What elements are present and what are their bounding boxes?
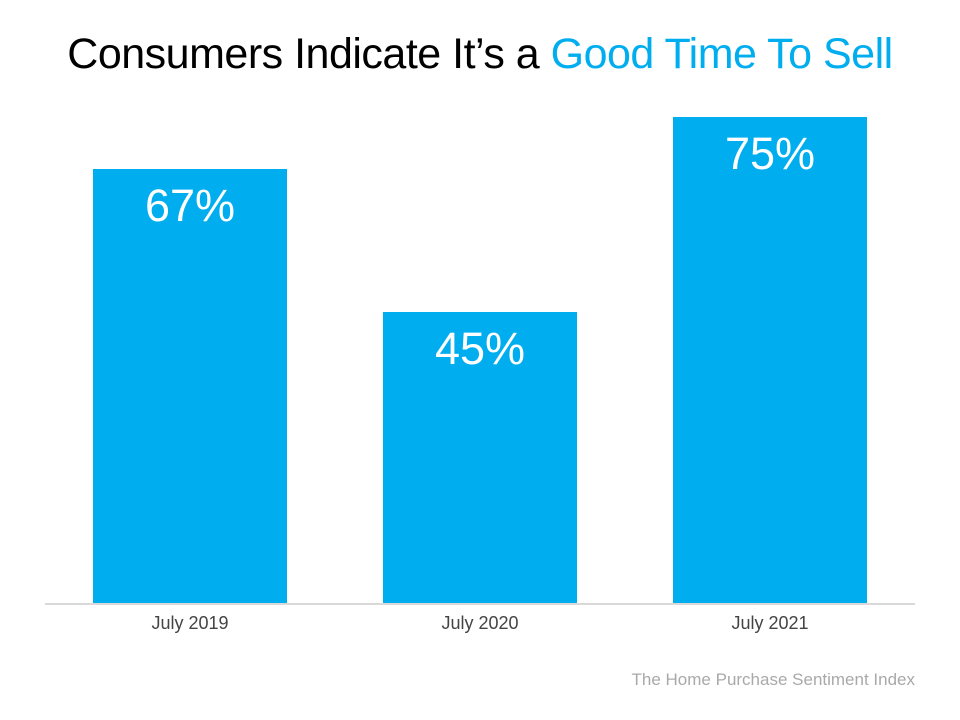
page-title: Consumers Indicate It’s a Good Time To S… bbox=[0, 30, 960, 79]
title-text-accent: Good Time To Sell bbox=[550, 30, 894, 78]
x-axis-tick-label: July 2019 bbox=[151, 613, 229, 633]
bar-chart-plot-area: 67% 45% 75% bbox=[45, 85, 915, 605]
title-text-plain: Consumers Indicate It’s a bbox=[67, 30, 551, 78]
bar-value-label: 75% bbox=[724, 128, 816, 180]
bar-value-label: 45% bbox=[434, 322, 526, 374]
bar-july-2019: 67% bbox=[93, 169, 287, 603]
x-axis: July 2019 July 2020 July 2021 bbox=[45, 613, 915, 634]
source-note: The Home Purchase Sentiment Index bbox=[631, 670, 915, 689]
bar-slot-july-2020: 45% bbox=[335, 85, 625, 603]
bar-july-2020: 45% bbox=[383, 311, 577, 603]
bar-value-label: 67% bbox=[144, 180, 236, 232]
bar-slot-july-2021: 75% bbox=[625, 85, 915, 603]
bar-july-2021: 75% bbox=[673, 117, 867, 603]
x-axis-tick-label: July 2020 bbox=[441, 613, 519, 633]
x-axis-tick-label: July 2021 bbox=[731, 613, 809, 633]
bar-slot-july-2019: 67% bbox=[45, 85, 335, 603]
